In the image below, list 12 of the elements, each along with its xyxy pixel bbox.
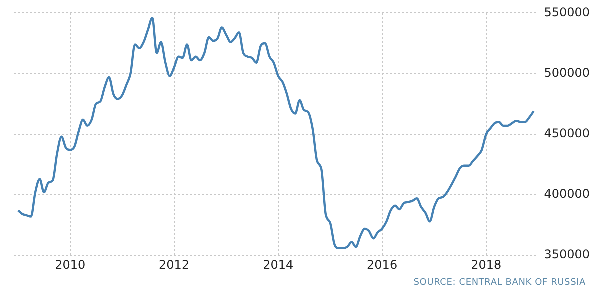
y-tick-label: 350000 xyxy=(544,248,590,262)
x-tick-label: 2014 xyxy=(263,258,294,272)
x-tick-label: 2010 xyxy=(55,258,86,272)
x-tick-label: 2012 xyxy=(159,258,190,272)
y-tick-label: 400000 xyxy=(544,187,590,202)
source-note: SOURCE: CENTRAL BANK OF RUSSIA xyxy=(414,278,586,288)
x-tick-label: 2016 xyxy=(367,258,398,272)
line-series xyxy=(17,16,536,250)
y-tick-label: 450000 xyxy=(544,126,590,141)
y-tick-label: 550000 xyxy=(544,5,590,20)
x-tick-label: 2018 xyxy=(471,258,502,272)
y-tick-label: 500000 xyxy=(544,66,590,80)
